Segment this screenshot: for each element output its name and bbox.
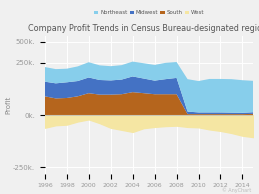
Title: Company Profit Trends in Census Bureau-designated regions: Company Profit Trends in Census Bureau-d… — [27, 24, 259, 34]
Y-axis label: Profit: Profit — [5, 96, 12, 114]
Legend: Northeast, Midwest, South, West: Northeast, Midwest, South, West — [92, 8, 206, 17]
Text: © AnyChart: © AnyChart — [222, 187, 251, 193]
